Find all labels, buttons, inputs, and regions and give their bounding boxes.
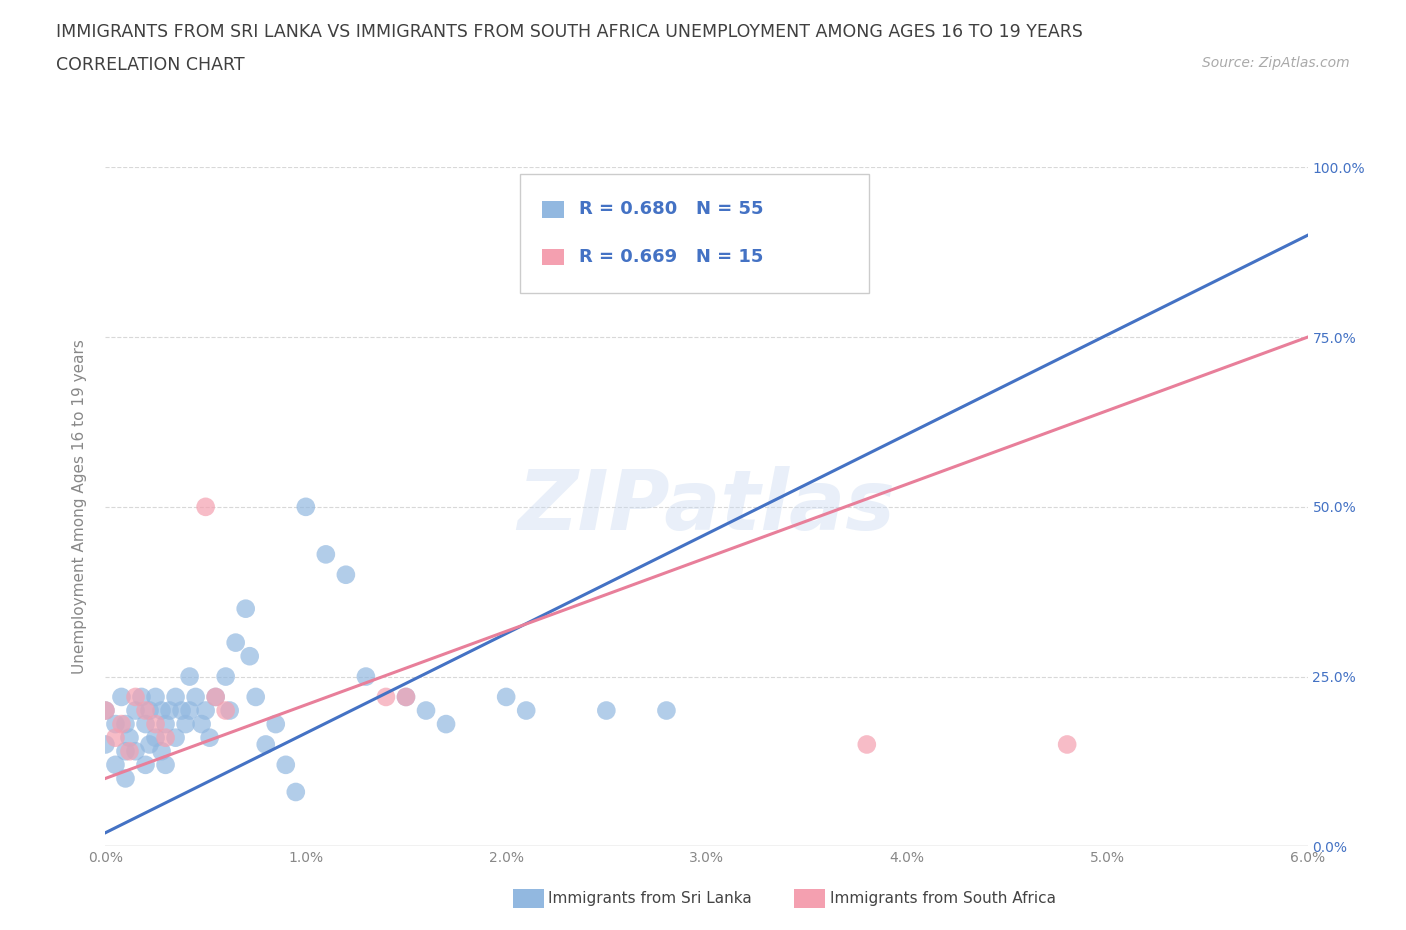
Point <box>135 717 157 732</box>
Point <box>150 703 173 718</box>
Text: Immigrants from Sri Lanka: Immigrants from Sri Lanka <box>548 891 752 906</box>
Point <box>245 689 267 704</box>
Text: Source: ZipAtlas.com: Source: ZipAtlas.com <box>1202 56 1350 70</box>
Point <box>515 703 537 718</box>
Point <box>415 703 437 718</box>
Point <box>138 737 160 752</box>
Point <box>1056 737 1078 752</box>
Point <box>595 703 617 718</box>
Point <box>145 730 167 745</box>
Point <box>155 730 177 745</box>
Point <box>104 717 127 732</box>
Point <box>335 567 357 582</box>
Point <box>204 689 226 704</box>
Point <box>214 703 236 718</box>
Point <box>204 689 226 704</box>
Point <box>131 689 153 704</box>
Point <box>155 757 177 772</box>
FancyBboxPatch shape <box>520 174 869 293</box>
FancyBboxPatch shape <box>541 201 564 218</box>
Point <box>179 670 201 684</box>
Point <box>135 757 157 772</box>
Point <box>114 744 136 759</box>
Point <box>179 703 201 718</box>
Point <box>124 703 146 718</box>
Point <box>235 602 257 617</box>
Point <box>214 670 236 684</box>
Point <box>194 499 217 514</box>
Point <box>434 717 457 732</box>
Point <box>190 717 212 732</box>
Point <box>174 717 197 732</box>
Point <box>655 703 678 718</box>
Point <box>135 703 157 718</box>
Point <box>155 717 177 732</box>
Point <box>184 689 207 704</box>
Point <box>145 717 167 732</box>
Point <box>165 730 187 745</box>
Point <box>354 670 377 684</box>
Point <box>225 635 247 650</box>
Point <box>315 547 337 562</box>
Point <box>94 737 117 752</box>
Point <box>239 649 262 664</box>
Point <box>165 689 187 704</box>
Point <box>294 499 316 514</box>
Y-axis label: Unemployment Among Ages 16 to 19 years: Unemployment Among Ages 16 to 19 years <box>72 339 87 674</box>
Point <box>94 703 117 718</box>
Point <box>254 737 277 752</box>
Point <box>198 730 221 745</box>
Point <box>170 703 193 718</box>
Point <box>495 689 517 704</box>
Point <box>194 703 217 718</box>
Point <box>118 744 141 759</box>
Point <box>124 744 146 759</box>
Point <box>145 689 167 704</box>
Point <box>124 689 146 704</box>
FancyBboxPatch shape <box>541 249 564 265</box>
Text: Immigrants from South Africa: Immigrants from South Africa <box>830 891 1056 906</box>
Point <box>138 703 160 718</box>
Point <box>94 703 117 718</box>
Point <box>114 771 136 786</box>
Point <box>110 689 132 704</box>
Point <box>274 757 297 772</box>
Text: IMMIGRANTS FROM SRI LANKA VS IMMIGRANTS FROM SOUTH AFRICA UNEMPLOYMENT AMONG AGE: IMMIGRANTS FROM SRI LANKA VS IMMIGRANTS … <box>56 23 1083 41</box>
Text: R = 0.680   N = 55: R = 0.680 N = 55 <box>579 201 763 219</box>
Point <box>150 744 173 759</box>
Point <box>104 757 127 772</box>
Point <box>284 785 307 800</box>
Point <box>114 717 136 732</box>
Text: R = 0.669   N = 15: R = 0.669 N = 15 <box>579 248 763 266</box>
Point <box>374 689 396 704</box>
Point <box>395 689 418 704</box>
Point <box>159 703 181 718</box>
Point <box>395 689 418 704</box>
Point <box>218 703 240 718</box>
Point <box>264 717 287 732</box>
Point <box>118 730 141 745</box>
Point <box>104 730 127 745</box>
Point <box>855 737 877 752</box>
Text: ZIPatlas: ZIPatlas <box>517 466 896 548</box>
Point <box>110 717 132 732</box>
Text: CORRELATION CHART: CORRELATION CHART <box>56 56 245 73</box>
